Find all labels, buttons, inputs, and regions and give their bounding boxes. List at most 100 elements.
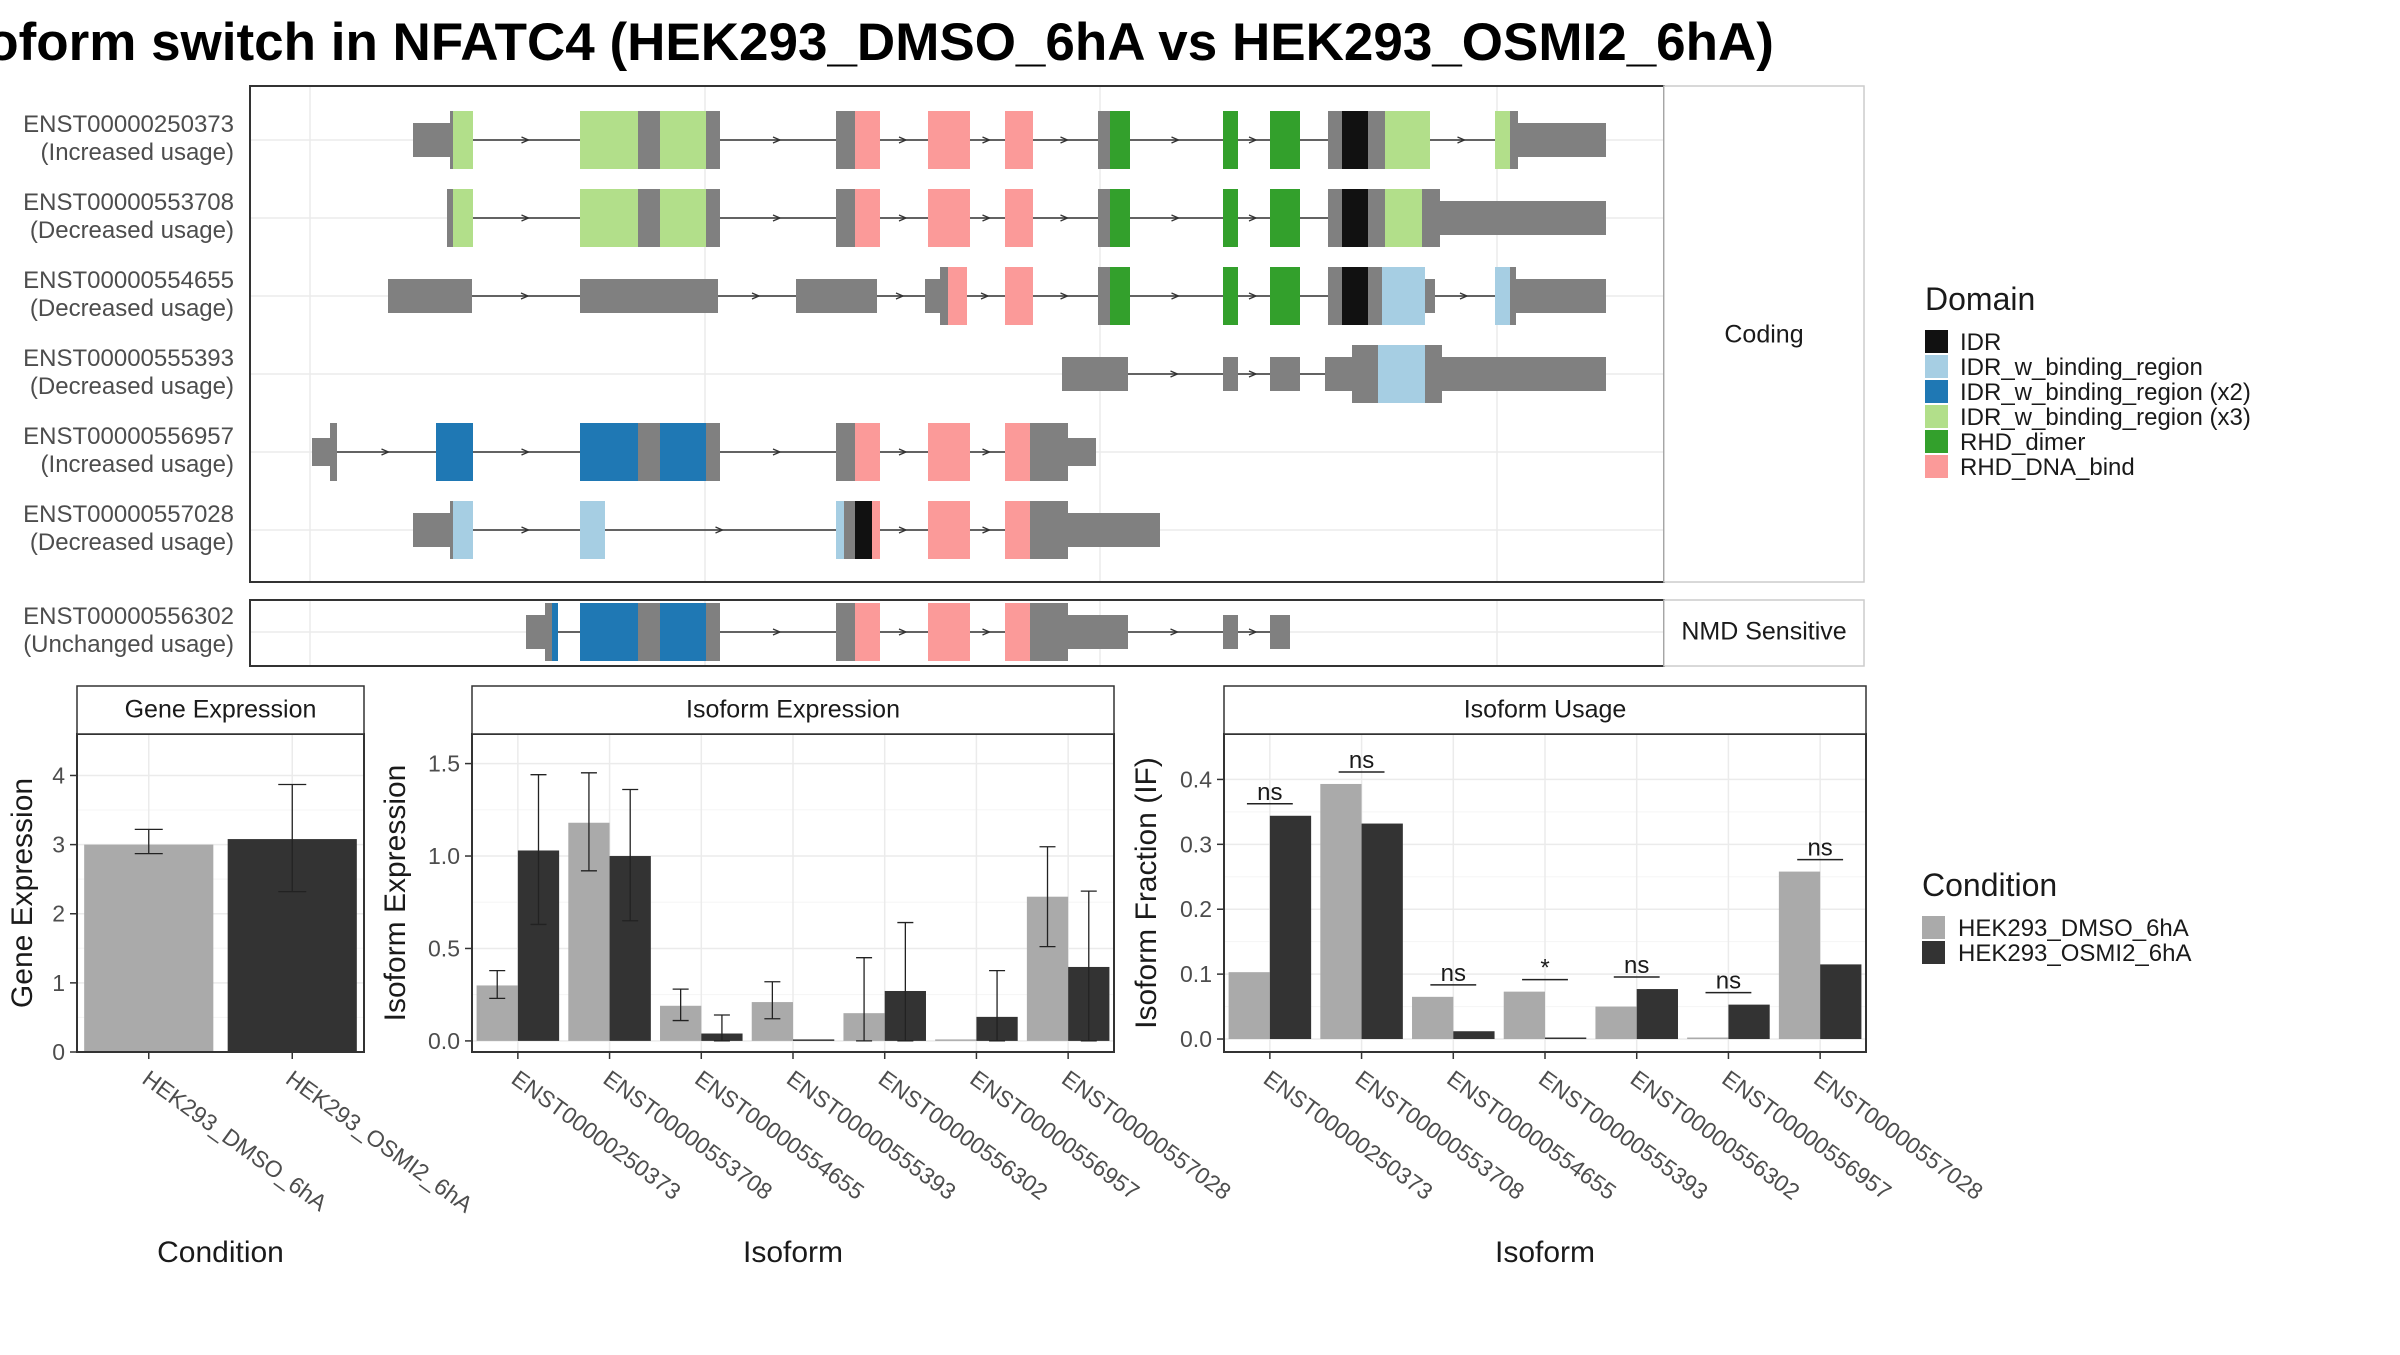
intron-arrow	[715, 526, 725, 534]
domain-block	[1005, 423, 1030, 481]
exon-block	[1223, 357, 1238, 391]
exon-block	[638, 423, 660, 481]
exon-block	[1422, 189, 1440, 247]
exon-block	[1270, 357, 1300, 391]
y-axis-title: Isoform Fraction (IF)	[1130, 757, 1163, 1029]
exon-block	[1270, 615, 1290, 649]
exon-block	[1068, 513, 1160, 547]
intron-arrow	[1248, 136, 1258, 144]
intron-arrow	[982, 136, 992, 144]
exon-block	[1368, 267, 1382, 325]
intron-arrow	[520, 292, 530, 300]
facet-strip-coding	[1663, 85, 1865, 583]
exon-block	[413, 513, 450, 547]
transcript-id-label: ENST00000555393	[23, 345, 234, 372]
panel-title: Isoform Expression	[686, 696, 900, 724]
exon-block	[580, 279, 718, 313]
intron-arrow	[898, 628, 908, 636]
y-tick-label: 0.2	[1180, 896, 1212, 922]
exon-block	[1325, 357, 1352, 391]
domain-legend-swatch	[1925, 355, 1948, 378]
significance-label: *	[1540, 955, 1549, 982]
exon-block	[1098, 267, 1110, 325]
domain-block	[1110, 189, 1130, 247]
bar-ENST00000250373-HEK293_OSMI2_6hA	[1269, 815, 1312, 1040]
intron-arrow	[381, 448, 391, 456]
domain-legend-label: IDR	[1960, 329, 2001, 356]
bar-ENST00000553708-HEK293_OSMI2_6hA	[1361, 823, 1403, 1040]
facet-label-nmd: NMD Sensitive	[1681, 618, 1846, 646]
exon-block	[1368, 189, 1385, 247]
bar-ENST00000557028-HEK293_OSMI2_6hA	[1820, 964, 1862, 1040]
x-tick-label: ENST00000555393	[1534, 1065, 1713, 1205]
significance-label: ns	[1807, 835, 1832, 862]
x-tick-label: ENST00000557028	[1809, 1065, 1988, 1205]
domain-block	[660, 189, 706, 247]
x-tick-label: ENST00000556957	[965, 1065, 1144, 1205]
exon-block	[1030, 603, 1068, 661]
bar-ENST00000250373-HEK293_DMSO_6hA	[1228, 972, 1270, 1040]
x-tick-label: ENST00000250373	[507, 1065, 686, 1205]
significance-label: ns	[1257, 779, 1282, 806]
bar-ENST00000556957-HEK293_DMSO_6hA	[1687, 1037, 1729, 1040]
condition-legend-swatch	[1922, 916, 1945, 939]
domain-block	[1005, 501, 1030, 559]
domain-legend-label: IDR_w_binding_region (x3)	[1960, 404, 2251, 431]
exon-block	[526, 615, 545, 649]
exon-block	[1068, 438, 1096, 466]
x-axis-title: Condition	[157, 1236, 284, 1269]
exon-block	[312, 438, 330, 466]
exon-block	[1425, 279, 1435, 313]
exon-block	[1068, 615, 1128, 649]
domain-legend-label: RHD_dimer	[1960, 429, 2085, 456]
exon-block	[836, 423, 855, 481]
intron-arrow	[521, 214, 531, 222]
x-tick-label: ENST00000554655	[690, 1065, 869, 1205]
transcript-usage-label: (Decreased usage)	[30, 373, 234, 400]
exon-block	[330, 423, 337, 481]
domain-block	[660, 423, 706, 481]
exon-block	[1098, 189, 1110, 247]
transcript-track-ENST00000556957	[312, 423, 1096, 481]
intron-arrow	[1171, 136, 1181, 144]
domain-block	[580, 111, 638, 169]
panel-title: Isoform Usage	[1464, 696, 1627, 724]
panel-title: Gene Expression	[125, 696, 317, 724]
x-tick-label: ENST00000555393	[782, 1065, 961, 1205]
domain-block	[660, 111, 706, 169]
domain-block	[552, 603, 558, 661]
exon-block	[836, 603, 855, 661]
domain-legend-title: Domain	[1925, 281, 2035, 317]
exon-block	[1510, 267, 1516, 325]
exon-block	[545, 603, 552, 661]
y-axis-title: Gene Expression	[6, 778, 39, 1008]
intron-arrow	[1459, 292, 1469, 300]
bar-HEK293_DMSO_6hA	[84, 844, 214, 1052]
condition-legend-swatch	[1922, 941, 1945, 964]
bar-ENST00000556957-HEK293_OSMI2_6hA	[1728, 1004, 1770, 1040]
bar-ENST00000555393-HEK293_OSMI2_6hA	[793, 1039, 835, 1041]
bar-ENST00000554655-HEK293_DMSO_6hA	[1412, 996, 1454, 1040]
y-tick-label: 3	[52, 832, 65, 858]
domain-block	[1270, 189, 1300, 247]
domain-block	[1223, 111, 1238, 169]
y-tick-label: 0.0	[1180, 1026, 1212, 1052]
x-tick-label: ENST00000553708	[599, 1065, 778, 1205]
domain-block	[1342, 189, 1368, 247]
domain-legend-label: IDR_w_binding_region	[1960, 354, 2203, 381]
domain-block	[453, 501, 473, 559]
transcript-id-label: ENST00000557028	[23, 501, 234, 528]
intron-arrow	[772, 628, 782, 636]
exon-block	[1030, 501, 1068, 559]
exon-block	[1440, 201, 1606, 235]
exon-block	[1223, 615, 1238, 649]
domain-block	[1382, 267, 1425, 325]
y-axis-title: Isoform Expression	[379, 765, 412, 1022]
intron-arrow	[1170, 370, 1180, 378]
domain-legend-swatch	[1925, 380, 1948, 403]
intron-arrow	[982, 214, 992, 222]
intron-arrow	[1248, 214, 1258, 222]
y-tick-label: 0.4	[1180, 766, 1212, 792]
domain-block	[1110, 267, 1130, 325]
intron-arrow	[1248, 292, 1258, 300]
